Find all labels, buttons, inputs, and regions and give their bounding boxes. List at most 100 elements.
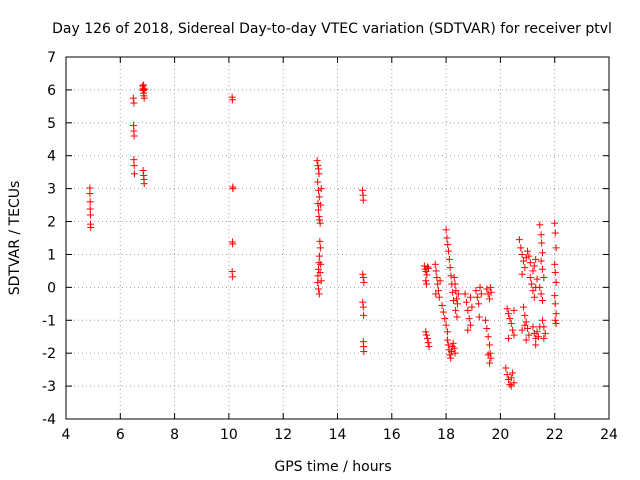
data-point	[359, 298, 367, 306]
data-point	[317, 277, 325, 285]
data-point	[316, 252, 324, 260]
data-point	[503, 371, 511, 379]
data-point	[551, 300, 559, 308]
data-point	[551, 229, 559, 237]
data-point	[432, 267, 440, 275]
data-point	[538, 265, 546, 273]
data-point	[521, 321, 529, 329]
data-point	[464, 326, 472, 334]
data-point	[532, 255, 540, 263]
data-point	[316, 219, 324, 227]
data-point	[483, 325, 491, 332]
data-point	[424, 339, 432, 347]
data-point	[536, 283, 544, 291]
data-point	[510, 331, 518, 339]
data-point	[468, 303, 476, 311]
data-point	[467, 293, 475, 301]
data-point	[314, 178, 322, 186]
data-point	[317, 260, 325, 268]
x-tick-label: 12	[274, 427, 292, 443]
data-point	[140, 180, 148, 188]
y-tick-label: -1	[42, 313, 56, 329]
x-tick-label: 24	[600, 427, 618, 443]
data-point	[521, 311, 529, 319]
data-point	[538, 249, 546, 257]
y-tick-label: -2	[42, 346, 56, 362]
data-point	[441, 315, 449, 323]
data-point	[316, 237, 324, 245]
data-point	[522, 318, 530, 326]
data-point	[450, 344, 458, 352]
data-point	[517, 244, 525, 252]
data-point	[423, 331, 431, 339]
data-point	[86, 198, 94, 206]
data-point	[313, 157, 321, 165]
data-point	[130, 132, 138, 140]
data-point	[505, 334, 513, 342]
data-point	[472, 287, 480, 295]
data-point	[314, 285, 322, 293]
data-point	[486, 295, 494, 303]
grid-lines	[66, 57, 609, 419]
y-axis-label: SDTVAR / TECUs	[7, 181, 23, 296]
data-point	[486, 359, 494, 367]
data-point	[483, 285, 491, 293]
data-point	[445, 247, 453, 255]
data-point	[551, 219, 559, 227]
x-tick-label: 10	[220, 427, 238, 443]
data-point	[530, 262, 538, 270]
data-point	[86, 205, 94, 213]
data-point	[129, 94, 137, 102]
data-point	[524, 247, 532, 255]
data-point	[317, 185, 325, 193]
data-point	[552, 320, 560, 328]
data-point	[461, 290, 469, 298]
data-point	[533, 275, 541, 283]
data-point	[530, 293, 538, 301]
data-point	[453, 295, 461, 303]
data-point	[448, 343, 456, 351]
data-point	[432, 290, 440, 298]
data-point	[534, 333, 542, 341]
data-point	[486, 349, 494, 357]
data-point	[451, 280, 459, 288]
x-tick-label: 14	[329, 427, 347, 443]
data-point	[139, 167, 147, 175]
data-point	[515, 236, 523, 244]
data-point	[130, 170, 138, 178]
data-point	[420, 262, 428, 270]
data-point	[87, 223, 95, 231]
data-point	[507, 382, 515, 390]
data-point	[424, 264, 432, 272]
data-point	[538, 239, 546, 247]
data-point	[526, 259, 534, 267]
data-point	[141, 85, 149, 93]
data-point	[360, 311, 368, 319]
data-point	[435, 293, 443, 301]
data-point	[86, 190, 94, 198]
data-point	[484, 290, 492, 298]
data-point	[444, 341, 452, 349]
data-point	[551, 316, 559, 324]
data-point	[314, 278, 322, 286]
data-point	[525, 331, 533, 339]
x-tick-label: 20	[491, 427, 509, 443]
y-tick-label: 1	[47, 247, 56, 263]
data-point	[423, 334, 431, 342]
data-point	[540, 334, 548, 342]
data-point	[521, 264, 529, 272]
y-tick-label: 3	[47, 182, 56, 198]
data-point	[473, 293, 481, 301]
data-point	[316, 216, 324, 224]
data-point	[359, 270, 367, 278]
data-point	[484, 333, 492, 341]
data-point	[446, 264, 454, 272]
data-point	[537, 290, 545, 298]
y-tick-label: 4	[47, 149, 56, 165]
y-tick-label: 2	[47, 215, 56, 231]
data-point	[537, 257, 545, 265]
data-point	[506, 380, 514, 388]
data-point	[551, 292, 559, 300]
y-tick-label: 7	[47, 50, 56, 66]
